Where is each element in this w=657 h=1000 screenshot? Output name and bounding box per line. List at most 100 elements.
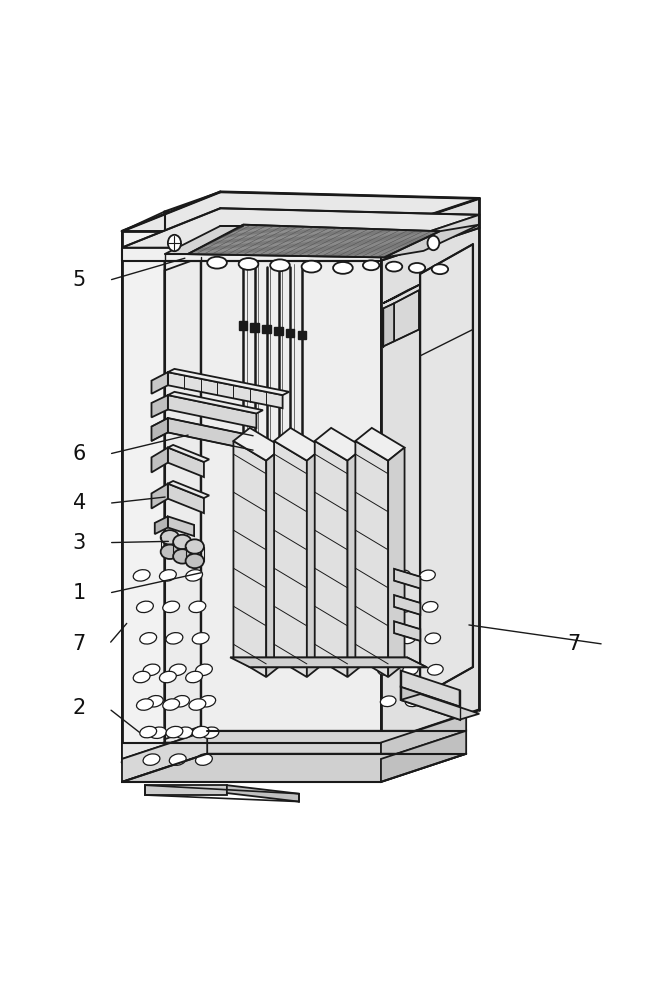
- Bar: [250, 323, 259, 332]
- Polygon shape: [401, 670, 460, 707]
- Ellipse shape: [161, 545, 179, 559]
- Polygon shape: [355, 428, 405, 461]
- Ellipse shape: [189, 699, 206, 710]
- Ellipse shape: [375, 633, 391, 644]
- Polygon shape: [394, 569, 420, 589]
- Polygon shape: [122, 731, 207, 782]
- Ellipse shape: [143, 754, 160, 765]
- Polygon shape: [381, 215, 480, 261]
- Ellipse shape: [405, 696, 421, 707]
- Ellipse shape: [186, 570, 202, 581]
- Polygon shape: [401, 694, 480, 720]
- Polygon shape: [122, 731, 466, 759]
- Polygon shape: [274, 441, 307, 677]
- Ellipse shape: [425, 633, 441, 644]
- Ellipse shape: [333, 262, 353, 274]
- Polygon shape: [168, 516, 194, 536]
- Ellipse shape: [150, 727, 166, 738]
- Polygon shape: [145, 785, 227, 795]
- Polygon shape: [394, 621, 420, 641]
- Ellipse shape: [196, 664, 212, 676]
- Ellipse shape: [160, 671, 176, 683]
- Text: 3: 3: [73, 533, 86, 553]
- Polygon shape: [384, 225, 480, 257]
- Ellipse shape: [176, 727, 193, 738]
- Ellipse shape: [170, 664, 186, 676]
- Polygon shape: [152, 448, 168, 472]
- Bar: [286, 329, 294, 337]
- Polygon shape: [266, 448, 283, 677]
- Ellipse shape: [202, 727, 219, 738]
- Text: 7: 7: [568, 634, 581, 654]
- Polygon shape: [165, 257, 200, 739]
- Polygon shape: [152, 418, 168, 441]
- Ellipse shape: [400, 633, 416, 644]
- Ellipse shape: [430, 696, 446, 707]
- Ellipse shape: [173, 535, 191, 549]
- Ellipse shape: [185, 539, 204, 554]
- Ellipse shape: [193, 726, 209, 738]
- Ellipse shape: [185, 554, 204, 568]
- Polygon shape: [348, 448, 364, 677]
- Ellipse shape: [270, 259, 290, 271]
- Ellipse shape: [428, 236, 440, 250]
- Polygon shape: [152, 484, 168, 509]
- Polygon shape: [168, 392, 263, 413]
- Polygon shape: [168, 448, 204, 477]
- Ellipse shape: [432, 264, 448, 274]
- Ellipse shape: [193, 633, 209, 644]
- Polygon shape: [388, 448, 405, 677]
- Ellipse shape: [420, 570, 436, 581]
- Polygon shape: [274, 428, 323, 461]
- Ellipse shape: [196, 754, 212, 765]
- Polygon shape: [394, 290, 419, 341]
- Polygon shape: [230, 657, 427, 667]
- Text: 4: 4: [73, 493, 86, 513]
- Ellipse shape: [137, 699, 153, 710]
- Bar: [262, 325, 271, 333]
- Polygon shape: [168, 481, 209, 498]
- Ellipse shape: [378, 664, 394, 675]
- Ellipse shape: [238, 258, 258, 270]
- Ellipse shape: [380, 696, 396, 707]
- Ellipse shape: [189, 601, 206, 613]
- Bar: [298, 331, 306, 339]
- Text: 6: 6: [73, 444, 86, 464]
- Ellipse shape: [161, 530, 179, 545]
- Polygon shape: [165, 212, 381, 743]
- Polygon shape: [233, 428, 283, 461]
- Ellipse shape: [199, 696, 215, 707]
- Bar: [274, 327, 283, 335]
- Polygon shape: [122, 248, 381, 261]
- Polygon shape: [315, 441, 348, 677]
- Polygon shape: [355, 441, 388, 677]
- Ellipse shape: [422, 602, 438, 612]
- Ellipse shape: [140, 726, 156, 738]
- Polygon shape: [122, 743, 381, 759]
- Polygon shape: [420, 244, 473, 697]
- Ellipse shape: [137, 601, 153, 613]
- Polygon shape: [122, 754, 466, 782]
- Ellipse shape: [386, 262, 402, 272]
- Polygon shape: [122, 212, 165, 762]
- Ellipse shape: [160, 570, 176, 581]
- Polygon shape: [401, 687, 460, 720]
- Ellipse shape: [370, 570, 386, 581]
- Ellipse shape: [403, 664, 419, 675]
- Ellipse shape: [207, 257, 227, 269]
- Ellipse shape: [147, 696, 163, 707]
- Ellipse shape: [397, 602, 413, 612]
- Polygon shape: [165, 226, 243, 254]
- Polygon shape: [383, 303, 394, 347]
- Ellipse shape: [140, 633, 156, 644]
- Ellipse shape: [168, 235, 181, 251]
- Polygon shape: [152, 395, 168, 417]
- Ellipse shape: [166, 633, 183, 644]
- Text: 5: 5: [73, 270, 86, 290]
- Ellipse shape: [133, 671, 150, 683]
- Ellipse shape: [133, 570, 150, 581]
- Polygon shape: [233, 441, 266, 677]
- Polygon shape: [152, 372, 168, 394]
- Ellipse shape: [428, 664, 443, 675]
- Text: 1: 1: [73, 583, 86, 603]
